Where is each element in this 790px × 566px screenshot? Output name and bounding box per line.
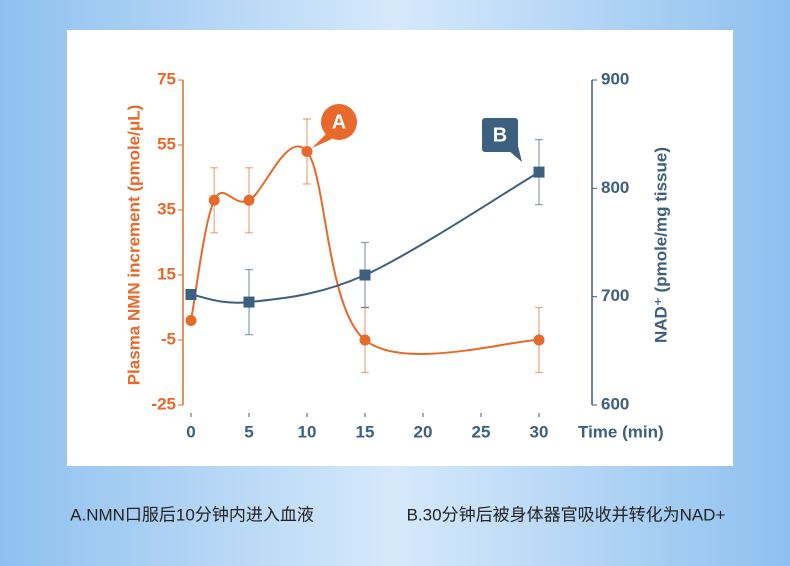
point	[359, 334, 371, 346]
y-tick-label: 35	[157, 199, 176, 218]
caption: A.NMN口服后10分钟内进入血液	[70, 505, 314, 524]
point	[185, 315, 197, 326]
series-line	[190, 145, 540, 355]
chart-panel	[67, 30, 733, 466]
point	[359, 269, 371, 281]
y-axis-label: Plasma NMN increment (pmole/μL)	[124, 105, 143, 386]
series-line	[190, 171, 540, 304]
point	[243, 296, 255, 308]
y2-tick-label: 900	[601, 69, 629, 88]
callout-label: A	[332, 111, 346, 133]
callout-label: B	[493, 124, 507, 146]
point	[301, 146, 313, 157]
point	[243, 194, 255, 206]
point	[533, 334, 545, 346]
y-tick-label: -5	[161, 329, 176, 348]
x-tick-label: 20	[414, 422, 433, 441]
point	[533, 166, 545, 178]
y2-axis-label: NAD⁺ (pmole/mg tissue)	[651, 147, 670, 343]
callout-b	[482, 118, 518, 152]
x-tick-label: 10	[298, 422, 317, 441]
y2-tick-label: 700	[601, 286, 629, 305]
caption: B.30分钟后被身体器官吸收并转化为NAD+	[407, 505, 726, 524]
callout-a	[321, 104, 357, 140]
x-tick-label: 30	[530, 422, 549, 441]
x-axis-label: Time (min)	[578, 422, 664, 441]
callout-tail	[312, 134, 332, 148]
point	[208, 194, 220, 206]
y-tick-label: -25	[151, 394, 176, 413]
y2-tick-label: 600	[601, 394, 629, 413]
y-tick-label: 75	[157, 69, 176, 88]
x-tick-label: 25	[472, 422, 491, 441]
x-tick-label: 15	[356, 422, 375, 441]
x-tick-label: 0	[186, 422, 195, 441]
x-tick-label: 5	[244, 422, 253, 441]
y-tick-label: 55	[157, 134, 176, 153]
y2-tick-label: 800	[601, 178, 629, 197]
point	[185, 289, 197, 300]
y-tick-label: 15	[157, 264, 176, 283]
